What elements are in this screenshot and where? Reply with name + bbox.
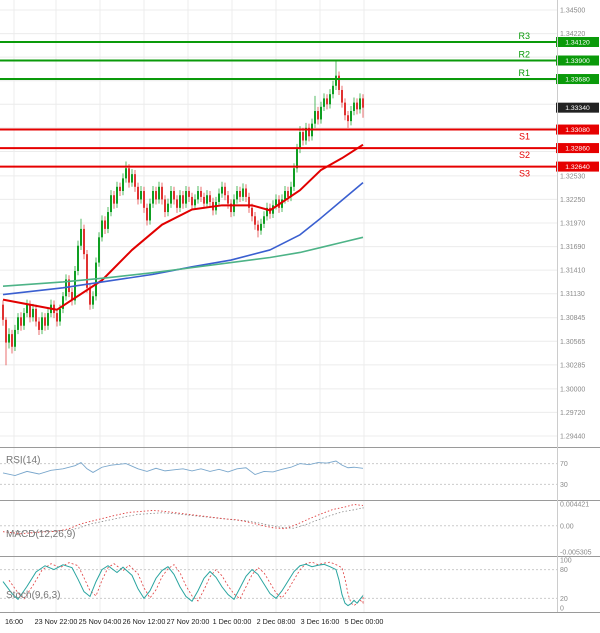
grid-vertical bbox=[13, 0, 365, 612]
grid-horizontal bbox=[0, 9, 557, 437]
stoch-pane: 100 80 20 0 bbox=[0, 558, 572, 613]
candles bbox=[2, 60, 364, 366]
svg-text:1.32860: 1.32860 bbox=[565, 146, 590, 153]
svg-text:0: 0 bbox=[560, 606, 564, 613]
svg-text:1.34220: 1.34220 bbox=[560, 31, 585, 38]
svg-text:5 Dec 00:00: 5 Dec 00:00 bbox=[345, 617, 384, 626]
svg-text:20: 20 bbox=[560, 596, 568, 603]
svg-text:27 Nov 20:00: 27 Nov 20:00 bbox=[167, 617, 210, 626]
rsi-line bbox=[2, 460, 364, 477]
svg-text:1.32640: 1.32640 bbox=[565, 164, 590, 171]
svg-text:1.34120: 1.34120 bbox=[565, 39, 590, 46]
svg-text:23 Nov 22:00: 23 Nov 22:00 bbox=[35, 617, 78, 626]
macd-signal-line bbox=[11, 507, 364, 533]
svg-text:70: 70 bbox=[560, 461, 568, 468]
svg-text:1.29440: 1.29440 bbox=[560, 434, 585, 441]
svg-text:100: 100 bbox=[560, 558, 572, 565]
svg-text:1.32250: 1.32250 bbox=[560, 197, 585, 204]
stoch-line bbox=[2, 563, 364, 607]
svg-text:R2: R2 bbox=[518, 50, 530, 60]
ma-fast-line bbox=[2, 143, 364, 311]
price-badges: 1.34120 1.33900 1.33680 1.33080 1.32860 1.326… bbox=[556, 36, 599, 172]
svg-text:0.004421: 0.004421 bbox=[560, 501, 589, 508]
svg-text:1 Dec 00:00: 1 Dec 00:00 bbox=[213, 617, 252, 626]
pivot-labels: R3 R2 R1 S1 S2 S3 bbox=[518, 31, 530, 179]
macd-pane: 0.004421 0.00 -0.005305 bbox=[0, 501, 592, 557]
price-tick-labels: 1.34500 1.34220 1.32530 1.32250 1.31970 1.316… bbox=[560, 8, 585, 441]
stoch-pane-label: Stoch(9,6,3) bbox=[6, 590, 61, 601]
rsi-pane-label: RSI(14) bbox=[6, 455, 41, 466]
svg-text:3 Dec 16:00: 3 Dec 16:00 bbox=[301, 617, 340, 626]
svg-text:S3: S3 bbox=[519, 169, 530, 179]
svg-text:1.33680: 1.33680 bbox=[565, 77, 590, 84]
svg-text:1.33900: 1.33900 bbox=[565, 58, 590, 65]
svg-text:80: 80 bbox=[560, 567, 568, 574]
svg-text:1.31130: 1.31130 bbox=[560, 291, 585, 298]
svg-text:S1: S1 bbox=[519, 132, 530, 142]
svg-text:1.30845: 1.30845 bbox=[560, 315, 585, 322]
svg-text:1.29720: 1.29720 bbox=[560, 410, 585, 417]
svg-text:1.30565: 1.30565 bbox=[560, 339, 585, 346]
svg-text:25 Nov 04:00: 25 Nov 04:00 bbox=[79, 617, 122, 626]
svg-text:30: 30 bbox=[560, 482, 568, 489]
svg-text:16:00: 16:00 bbox=[5, 617, 23, 626]
time-axis-labels: 16:00 23 Nov 22:00 25 Nov 04:00 26 Nov 12:0… bbox=[5, 617, 383, 626]
svg-text:S2: S2 bbox=[519, 150, 530, 160]
svg-text:1.32530: 1.32530 bbox=[560, 173, 585, 180]
svg-text:1.31690: 1.31690 bbox=[560, 244, 585, 251]
svg-text:R1: R1 bbox=[518, 68, 530, 78]
svg-text:1.34500: 1.34500 bbox=[560, 8, 585, 15]
stoch-signal-line bbox=[8, 561, 364, 606]
svg-text:1.30285: 1.30285 bbox=[560, 362, 585, 369]
svg-text:0.00: 0.00 bbox=[560, 523, 574, 530]
rsi-pane: 70 30 bbox=[0, 461, 568, 489]
svg-text:1.33080: 1.33080 bbox=[565, 127, 590, 134]
macd-pane-label: MACD(12,26,9) bbox=[6, 529, 76, 540]
macd-line bbox=[2, 504, 364, 535]
svg-text:R3: R3 bbox=[518, 31, 530, 41]
svg-text:1.31410: 1.31410 bbox=[560, 268, 585, 275]
svg-text:26 Nov 12:00: 26 Nov 12:00 bbox=[123, 617, 166, 626]
ma-slow-line bbox=[2, 236, 364, 287]
pivot-lines bbox=[0, 40, 557, 168]
pane-separators bbox=[0, 0, 600, 613]
svg-text:-0.005305: -0.005305 bbox=[560, 550, 592, 557]
ma-mid-line bbox=[2, 181, 364, 296]
svg-text:1.30000: 1.30000 bbox=[560, 386, 585, 393]
svg-text:2 Dec 08:00: 2 Dec 08:00 bbox=[257, 617, 296, 626]
svg-text:1.33340: 1.33340 bbox=[565, 105, 590, 112]
svg-text:1.31970: 1.31970 bbox=[560, 221, 585, 228]
